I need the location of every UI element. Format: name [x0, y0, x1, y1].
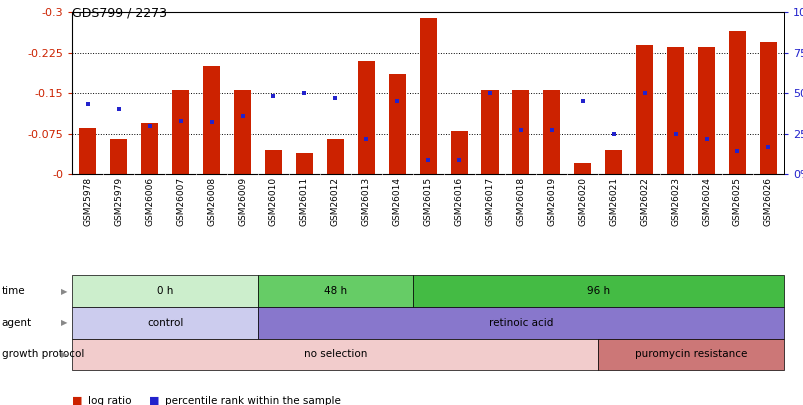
Text: GDS799 / 2273: GDS799 / 2273	[72, 6, 167, 19]
Bar	[481, 90, 498, 174]
Text: control: control	[147, 318, 183, 328]
Bar	[450, 131, 467, 174]
Text: retinoic acid: retinoic acid	[488, 318, 552, 328]
Text: time: time	[2, 286, 25, 296]
Text: ■: ■	[149, 396, 159, 405]
Bar	[234, 90, 251, 174]
Text: GSM26017: GSM26017	[485, 177, 494, 226]
Bar	[79, 128, 96, 174]
Text: GSM26006: GSM26006	[145, 177, 154, 226]
Text: GSM26016: GSM26016	[454, 177, 463, 226]
Text: GSM26022: GSM26022	[639, 177, 648, 226]
Bar	[543, 90, 560, 174]
Text: GSM26014: GSM26014	[392, 177, 402, 226]
Bar	[666, 47, 683, 174]
Bar	[388, 74, 406, 174]
Bar	[573, 163, 590, 174]
Text: 96 h: 96 h	[586, 286, 609, 296]
Bar	[419, 17, 436, 174]
Bar	[296, 153, 312, 174]
Text: GSM26019: GSM26019	[547, 177, 556, 226]
Bar	[635, 45, 652, 174]
Text: GSM26012: GSM26012	[330, 177, 340, 226]
Text: GSM26025: GSM26025	[732, 177, 741, 226]
Text: no selection: no selection	[304, 350, 366, 359]
Bar	[357, 61, 374, 174]
Text: GSM26013: GSM26013	[361, 177, 370, 226]
Text: GSM26007: GSM26007	[176, 177, 185, 226]
Text: GSM26009: GSM26009	[238, 177, 247, 226]
Bar	[172, 90, 189, 174]
Bar	[141, 123, 158, 174]
Text: GSM26021: GSM26021	[609, 177, 618, 226]
Text: 48 h: 48 h	[324, 286, 346, 296]
Bar	[697, 47, 714, 174]
Text: GSM26020: GSM26020	[577, 177, 586, 226]
Text: GSM25979: GSM25979	[114, 177, 123, 226]
Text: GSM26008: GSM26008	[207, 177, 216, 226]
Text: percentile rank within the sample: percentile rank within the sample	[165, 396, 340, 405]
Bar	[759, 42, 776, 174]
Text: GSM26026: GSM26026	[763, 177, 772, 226]
Text: ▶: ▶	[61, 318, 67, 327]
Text: GSM26018: GSM26018	[516, 177, 525, 226]
Text: growth protocol: growth protocol	[2, 350, 84, 359]
Bar	[728, 31, 745, 174]
Text: ▶: ▶	[61, 350, 67, 359]
Bar	[512, 90, 529, 174]
Text: GSM26015: GSM26015	[423, 177, 432, 226]
Bar	[326, 139, 344, 174]
Bar	[203, 66, 220, 174]
Bar	[605, 150, 622, 174]
Text: GSM26011: GSM26011	[300, 177, 308, 226]
Bar	[265, 150, 282, 174]
Text: log ratio: log ratio	[88, 396, 132, 405]
Text: ▶: ▶	[61, 287, 67, 296]
Text: GSM26023: GSM26023	[671, 177, 679, 226]
Text: ■: ■	[72, 396, 83, 405]
Text: GSM26024: GSM26024	[701, 177, 710, 226]
Bar	[110, 139, 127, 174]
Text: GSM25978: GSM25978	[84, 177, 92, 226]
Text: agent: agent	[2, 318, 31, 328]
Text: GSM26010: GSM26010	[269, 177, 278, 226]
Text: puromycin resistance: puromycin resistance	[634, 350, 746, 359]
Text: 0 h: 0 h	[157, 286, 173, 296]
